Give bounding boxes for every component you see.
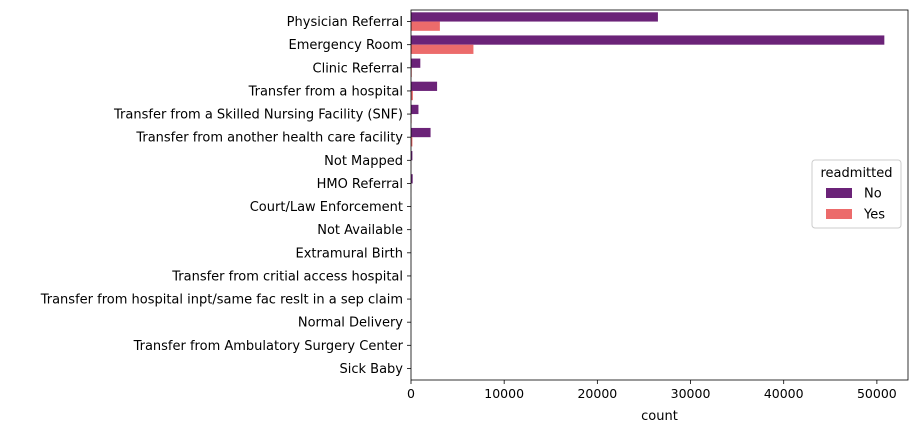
x-tick-label: 20000 xyxy=(577,386,617,401)
category-label: Transfer from another health care facili… xyxy=(135,131,403,146)
category-label: Normal Delivery xyxy=(298,316,403,331)
category-label: Transfer from hospital inpt/same fac res… xyxy=(40,293,403,308)
x-ticks: 0 10000 20000 30000 40000 50000 xyxy=(407,380,897,401)
bar-yes xyxy=(411,21,440,31)
bar-no xyxy=(411,151,413,161)
category-label: Not Available xyxy=(317,223,403,238)
category-label: Transfer from critial access hospital xyxy=(171,269,403,284)
bar-no xyxy=(411,174,413,184)
bar-no xyxy=(411,127,431,138)
category-label: Transfer from Ambulatory Surgery Center xyxy=(133,339,404,354)
category-label: Transfer from a hospital xyxy=(248,84,403,99)
bar-no xyxy=(411,81,438,91)
category-label: Extramural Birth xyxy=(296,246,404,261)
category-label: Transfer from a Skilled Nursing Facility… xyxy=(113,108,403,123)
bar-yes xyxy=(411,90,413,101)
legend-entry: Yes xyxy=(863,208,885,223)
bar-no xyxy=(411,58,421,68)
bar-no xyxy=(411,104,419,115)
category-label: Clinic Referral xyxy=(313,61,404,76)
bar-no xyxy=(411,35,885,45)
bar-yes xyxy=(411,44,474,54)
category-label: HMO Referral xyxy=(317,177,403,192)
plot-frame xyxy=(410,9,909,381)
x-tick-label: 0 xyxy=(407,386,415,401)
category-label: Not Mapped xyxy=(324,154,403,169)
category-label: Sick Baby xyxy=(339,362,403,377)
category-labels: Physician Referral Emergency Room Clinic R… xyxy=(40,15,411,377)
legend-entry: No xyxy=(864,187,882,202)
legend: readmitted No Yes xyxy=(811,159,902,229)
legend-swatch-no xyxy=(826,188,852,198)
category-label: Physician Referral xyxy=(287,15,403,30)
category-label: Court/Law Enforcement xyxy=(250,200,403,215)
x-tick-label: 40000 xyxy=(764,386,804,401)
legend-swatch-yes xyxy=(826,209,852,219)
x-axis-label: count xyxy=(641,409,678,424)
x-tick-label: 50000 xyxy=(857,386,897,401)
x-tick-label: 10000 xyxy=(484,386,524,401)
category-label: Emergency Room xyxy=(289,38,403,53)
bar-yes xyxy=(411,137,413,147)
legend-title: readmitted xyxy=(821,166,893,181)
x-tick-label: 30000 xyxy=(671,386,711,401)
bar-no xyxy=(411,12,658,22)
